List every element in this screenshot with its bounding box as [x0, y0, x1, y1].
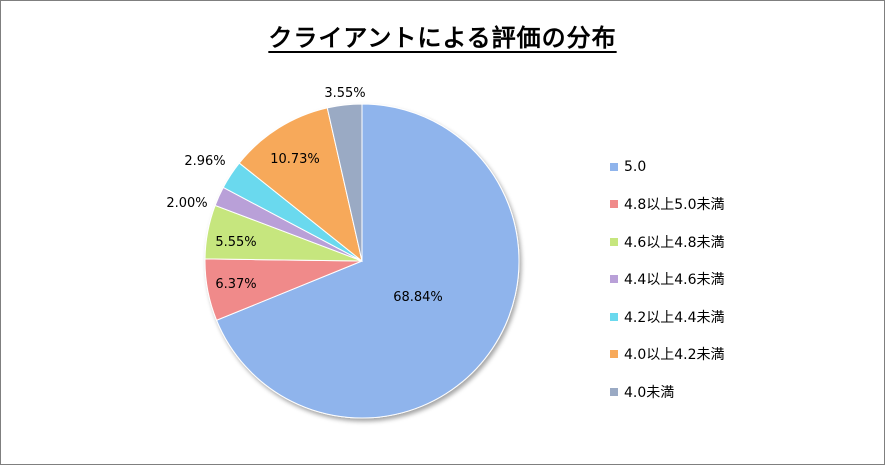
legend-swatch — [610, 237, 618, 246]
data-label-0: 68.84% — [393, 290, 443, 305]
legend-swatch — [610, 312, 618, 321]
legend-item-3: 4.4以上4.6未満 — [610, 261, 725, 299]
pie-slice-6 — [326, 103, 363, 262]
data-label-3: 2.00% — [166, 196, 207, 211]
legend-swatch — [610, 162, 618, 171]
data-label-4: 2.96% — [184, 154, 225, 169]
pie-slice-0 — [215, 103, 520, 419]
data-label-2: 5.55% — [215, 235, 256, 250]
legend-item-1: 4.8以上5.0未満 — [610, 186, 725, 224]
legend-item-2: 4.6以上4.8未満 — [610, 223, 725, 261]
legend-swatch — [610, 350, 618, 359]
legend-label: 4.2以上4.4未満 — [624, 309, 725, 326]
legend-label: 4.8以上5.0未満 — [624, 197, 725, 214]
legend-item-4: 4.2以上4.4未満 — [610, 298, 725, 336]
legend-item-0: 5.0 — [610, 148, 725, 186]
legend-label: 4.0未満 — [624, 384, 675, 401]
legend-item-6: 4.0未満 — [610, 373, 725, 411]
data-label-6: 3.55% — [324, 86, 365, 101]
data-label-1: 6.37% — [215, 277, 256, 292]
data-label-5: 10.73% — [270, 152, 320, 167]
chart-title: クライアントによる評価の分布 — [268, 24, 617, 52]
legend-swatch — [610, 275, 618, 284]
pie-slice-5 — [238, 107, 363, 263]
legend-item-5: 4.0以上4.2未満 — [610, 336, 725, 374]
legend-label: 4.6以上4.8未満 — [624, 234, 725, 251]
legend-label: 4.4以上4.6未満 — [624, 272, 725, 289]
legend-swatch — [610, 200, 618, 209]
legend-swatch — [610, 387, 618, 396]
legend: 5.0 4.8以上5.0未満 4.6以上4.8未満 4.4以上4.6未満 4.2以上4.… — [610, 148, 725, 411]
legend-label: 4.0以上4.2未満 — [624, 347, 725, 364]
legend-label: 5.0 — [624, 158, 647, 175]
